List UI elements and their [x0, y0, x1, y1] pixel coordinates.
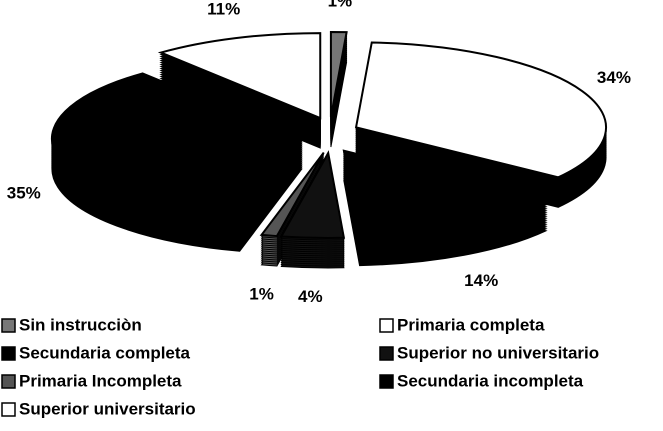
slice: [157, 32, 322, 120]
data-label: 11%: [207, 0, 240, 18]
slice: [259, 151, 325, 238]
legend-label: Secundaria completa: [19, 343, 191, 362]
data-label: 34%: [597, 68, 631, 87]
legend-label: Primaria Incompleta: [19, 371, 182, 390]
legend-label: Superior universitario: [19, 399, 196, 418]
legend-swatch: [379, 374, 394, 389]
legend-swatch: [1, 402, 16, 417]
data-label: 4%: [298, 287, 323, 306]
legend-swatch: [1, 318, 16, 333]
legend-label: Secundaria incompleta: [397, 371, 584, 390]
legend-swatch: [379, 318, 394, 333]
slice: [342, 149, 550, 237]
legend-label: Primaria completa: [397, 315, 545, 334]
slice: [50, 72, 304, 223]
legend-label: Superior no universitario: [397, 343, 599, 362]
data-label: 14%: [464, 271, 498, 290]
legend-label: Sin instrucciòn: [19, 315, 142, 334]
slice: [354, 41, 608, 179]
data-label: 1%: [328, 0, 353, 11]
legend-swatch: [379, 346, 394, 361]
data-label: 35%: [7, 183, 41, 202]
slice: [329, 31, 348, 118]
slice: [279, 150, 346, 239]
legend-swatch: [1, 346, 16, 361]
legend-swatch: [1, 374, 16, 389]
data-label: 1%: [249, 284, 274, 303]
